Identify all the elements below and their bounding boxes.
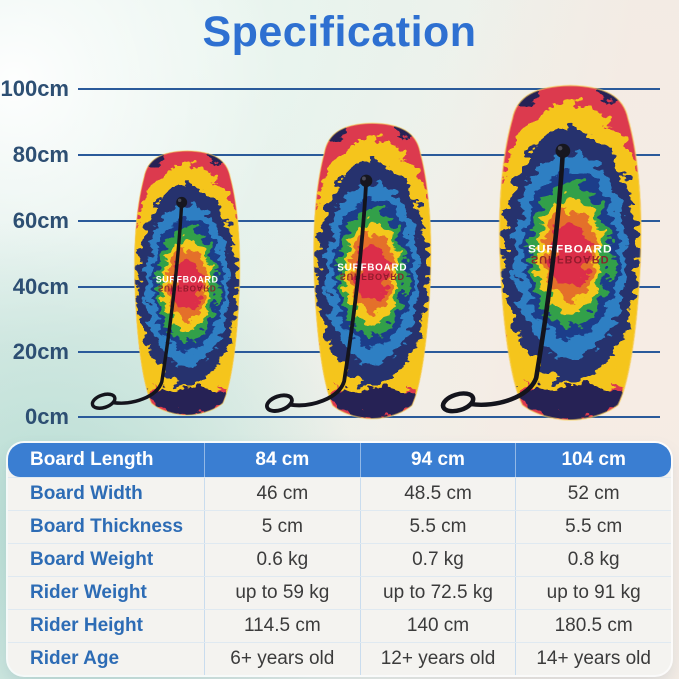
row-value: 6+ years old (204, 643, 360, 675)
table-header-label: Board Length (30, 449, 154, 470)
table-row-board-width: Board Width 46 cm 48.5 cm 52 cm (8, 477, 671, 510)
measurement-line (78, 88, 660, 90)
ruler-label: 80cm (12, 142, 69, 167)
table-row-rider-height: Rider Height 114.5 cm 140 cm 180.5 cm (8, 609, 671, 642)
ruler-label: 40cm (12, 274, 69, 299)
table-header-value: 94 cm (359, 443, 516, 477)
row-label: Board Thickness (30, 516, 184, 537)
row-value: 52 cm (515, 478, 671, 510)
table-header-value: 104 cm (515, 443, 671, 477)
ruler-label: 100cm (0, 76, 69, 101)
bodyboard-small-84cm (79, 148, 257, 427)
ruler-label: 0cm (24, 404, 69, 429)
row-label: Rider Height (30, 615, 143, 636)
row-value: 5 cm (204, 511, 360, 543)
bodyboard-medium-94cm (252, 120, 450, 432)
table-row-board-weight: Board Weight 0.6 kg 0.7 kg 0.8 kg (8, 543, 671, 576)
row-value: 140 cm (359, 610, 516, 642)
table-header-value: 84 cm (204, 443, 360, 477)
row-label: Board Weight (30, 549, 154, 570)
bodyboard-large-104cm (425, 82, 664, 435)
row-label: Board Width (30, 483, 143, 504)
row-value: 180.5 cm (515, 610, 671, 642)
row-value: 12+ years old (359, 643, 516, 675)
table-row-rider-age: Rider Age 6+ years old 12+ years old 14+… (8, 642, 671, 675)
row-value: 0.7 kg (359, 544, 516, 576)
row-value: up to 72.5 kg (359, 577, 516, 609)
row-value: 5.5 cm (515, 511, 671, 543)
table-header-row: Board Length 84 cm 94 cm 104 cm (8, 443, 671, 477)
row-value: 0.8 kg (515, 544, 671, 576)
row-value: 48.5 cm (359, 478, 516, 510)
row-label: Rider Age (30, 648, 120, 669)
table-row-board-thickness: Board Thickness 5 cm 5.5 cm 5.5 cm (8, 510, 671, 543)
row-value: 14+ years old (515, 643, 671, 675)
spec-table: Board Length 84 cm 94 cm 104 cm Board Wi… (8, 443, 671, 675)
row-value: up to 91 kg (515, 577, 671, 609)
row-value: up to 59 kg (204, 577, 360, 609)
ruler-label: 20cm (12, 339, 69, 364)
table-row-rider-weight: Rider Weight up to 59 kg up to 72.5 kg u… (8, 576, 671, 609)
row-value: 5.5 cm (359, 511, 516, 543)
row-value: 0.6 kg (204, 544, 360, 576)
page-title: Specification (202, 8, 477, 56)
ruler-row-100cm: 100cm (0, 76, 660, 102)
ruler-label: 60cm (12, 208, 69, 233)
row-label: Rider Weight (30, 582, 147, 603)
row-value: 46 cm (204, 478, 360, 510)
row-value: 114.5 cm (204, 610, 360, 642)
